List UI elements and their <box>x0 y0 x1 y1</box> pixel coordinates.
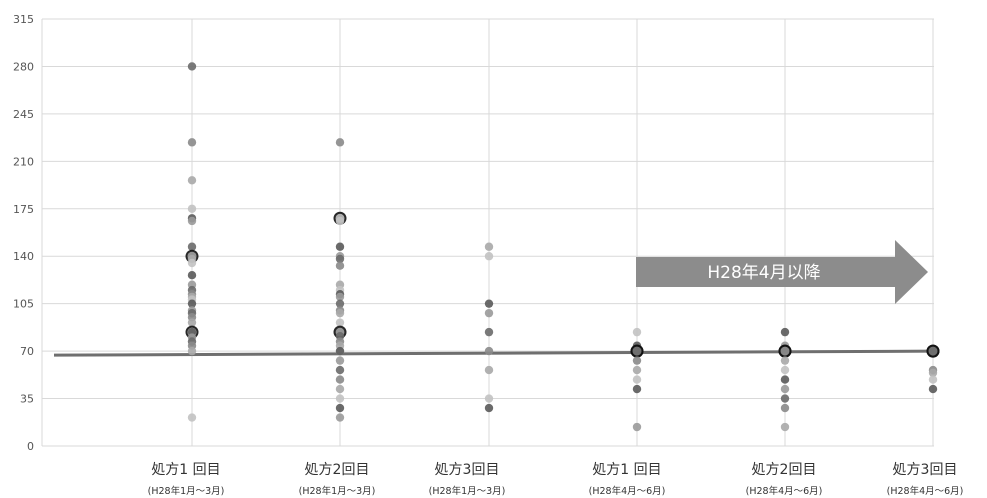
data-point <box>484 299 494 308</box>
period-arrow: H28年4月以降 <box>636 240 928 304</box>
y-tick-label: 315 <box>13 13 34 26</box>
x-axis-categories: 処方1 回目 (H28年1月〜3月) 処方2回目 (H28年1月〜3月) 処方3回目 (H… <box>148 462 964 497</box>
data-point <box>780 375 790 384</box>
data-point <box>187 258 197 268</box>
data-point <box>335 261 345 270</box>
y-axis-ticks: 0 35 70 105 140 175 210 245 280 315 <box>13 13 34 453</box>
data-point <box>187 204 197 213</box>
data-point <box>335 356 345 365</box>
data-point <box>632 384 642 394</box>
data-point <box>187 346 197 356</box>
data-point <box>335 375 345 384</box>
y-tick-label: 210 <box>13 155 34 168</box>
data-point <box>780 384 790 394</box>
data-points <box>185 62 940 432</box>
data-point <box>484 252 494 261</box>
category-label: 処方3回目 <box>435 462 500 478</box>
period-arrow-shape <box>636 240 928 304</box>
data-point <box>335 254 345 264</box>
data-point <box>335 308 345 318</box>
data-point <box>780 356 790 365</box>
data-point <box>335 394 345 403</box>
data-point <box>335 346 345 356</box>
data-point <box>928 384 938 394</box>
category-sublabel: (H28年4月〜6月) <box>746 485 823 497</box>
category-sublabel: (H28年4月〜6月) <box>589 485 666 497</box>
grid <box>41 18 934 447</box>
data-point <box>335 403 345 413</box>
category-label: 処方2回目 <box>305 462 370 478</box>
data-point <box>335 216 345 226</box>
data-point <box>632 356 642 365</box>
data-point <box>187 176 197 185</box>
data-point <box>780 403 790 413</box>
category-sublabel: (H28年1月〜3月) <box>148 485 225 497</box>
reference-line-stroke <box>53 349 935 357</box>
category-sublabel: (H28年4月〜6月) <box>887 485 964 497</box>
data-point <box>484 394 494 403</box>
y-tick-label: 35 <box>20 393 34 406</box>
data-point <box>926 344 940 358</box>
data-point <box>484 365 494 375</box>
period-arrow-label: H28年4月以降 <box>707 263 820 283</box>
category-label: 処方1 回目 <box>151 462 220 478</box>
data-point <box>335 242 345 251</box>
data-point <box>335 413 345 422</box>
data-point <box>484 346 494 356</box>
y-tick-label: 245 <box>13 108 34 121</box>
data-point <box>630 344 644 358</box>
data-point <box>632 365 642 375</box>
category-label: 処方1 回目 <box>592 462 661 478</box>
data-point <box>187 413 197 422</box>
y-tick-label: 175 <box>13 203 34 216</box>
data-point <box>484 308 494 318</box>
data-point <box>928 368 938 377</box>
category-label: 処方3回目 <box>893 462 958 478</box>
data-point <box>187 299 197 308</box>
data-point <box>928 375 938 384</box>
data-point <box>484 242 494 251</box>
data-point <box>780 422 790 432</box>
data-point <box>187 242 197 251</box>
data-point <box>632 327 642 337</box>
data-point <box>335 365 345 375</box>
data-point <box>335 292 345 302</box>
data-point <box>335 318 345 327</box>
data-point <box>484 403 494 413</box>
category-sublabel: (H28年1月〜3月) <box>299 485 376 497</box>
y-tick-label: 280 <box>13 60 34 73</box>
reference-line <box>53 349 935 357</box>
data-point <box>187 271 197 280</box>
data-point <box>780 327 790 337</box>
data-point <box>187 62 197 71</box>
data-point <box>335 138 345 147</box>
category-label: 処方2回目 <box>752 462 817 478</box>
data-point <box>632 375 642 384</box>
data-point <box>632 422 642 432</box>
data-point <box>187 318 197 327</box>
y-tick-label: 0 <box>27 440 34 453</box>
data-point <box>335 384 345 394</box>
data-point <box>187 216 197 226</box>
data-point <box>780 394 790 403</box>
y-tick-label: 140 <box>13 250 34 263</box>
category-sublabel: (H28年1月〜3月) <box>429 485 506 497</box>
y-tick-label: 105 <box>13 298 34 311</box>
data-point <box>780 365 790 375</box>
data-point <box>335 299 345 308</box>
data-point <box>484 327 494 337</box>
data-point <box>778 344 792 358</box>
y-tick-label: 70 <box>20 345 34 358</box>
data-point <box>187 138 197 147</box>
